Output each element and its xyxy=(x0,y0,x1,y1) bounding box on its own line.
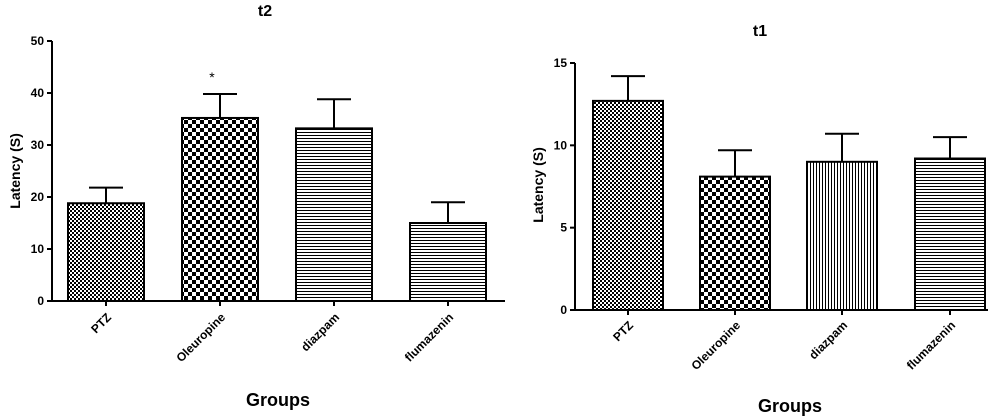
y-tick-label: 0 xyxy=(560,303,567,317)
x-tick-label: PTZ xyxy=(610,318,636,344)
x-tick-label: diazpam xyxy=(806,318,850,362)
y-tick-label: 30 xyxy=(31,138,45,152)
x-tick-label: Oleuropine xyxy=(688,318,743,373)
y-tick-label: 50 xyxy=(31,34,45,48)
significance-marker: * xyxy=(209,69,215,85)
x-axis-label: Groups xyxy=(246,390,310,410)
bar-diazpam xyxy=(295,127,373,302)
bar-diazpam xyxy=(806,160,878,311)
x-tick-label: Oleuropine xyxy=(173,310,228,365)
y-axis-label: Latency (S) xyxy=(7,133,23,208)
y-tick-label: 10 xyxy=(31,242,45,256)
y-tick-label: 40 xyxy=(31,86,45,100)
x-tick-label: diazpam xyxy=(298,310,342,354)
chart-title: t1 xyxy=(753,23,767,40)
x-tick-label: PTZ xyxy=(88,310,114,336)
y-tick-label: 20 xyxy=(31,190,45,204)
y-tick-label: 15 xyxy=(554,56,568,70)
bar-ptz xyxy=(67,202,145,303)
bar-flumazenin xyxy=(914,157,986,311)
y-axis-label: Latency (S) xyxy=(530,147,546,222)
chart-t2: t2 Latency (S) Groups 0 10 20 30 40 50 PTZ Oleu… xyxy=(7,3,505,410)
x-axis-label: Groups xyxy=(758,396,822,416)
y-tick-label: 5 xyxy=(560,221,567,235)
plot-area: 0 10 20 30 40 50 PTZ Oleuropine diazpam flumazeni… xyxy=(31,34,505,365)
y-tick-label: 10 xyxy=(554,138,568,152)
bar-ptz xyxy=(592,99,664,311)
bar-oleuropine xyxy=(181,116,259,302)
plot-area: 0 5 10 15 PTZ Oleuropine diazpam flumazenin xyxy=(554,56,988,373)
bar-flumazenin xyxy=(409,222,487,302)
y-tick-label: 0 xyxy=(37,294,44,308)
bar-oleuropine xyxy=(699,175,771,311)
chart-title: t2 xyxy=(258,3,272,20)
chart-t1: t1 Latency (S) Groups 0 5 10 15 PTZ Oleuropin… xyxy=(530,23,988,416)
x-tick-label: flumazenin xyxy=(904,318,958,372)
x-tick-label: flumazenin xyxy=(402,310,456,364)
